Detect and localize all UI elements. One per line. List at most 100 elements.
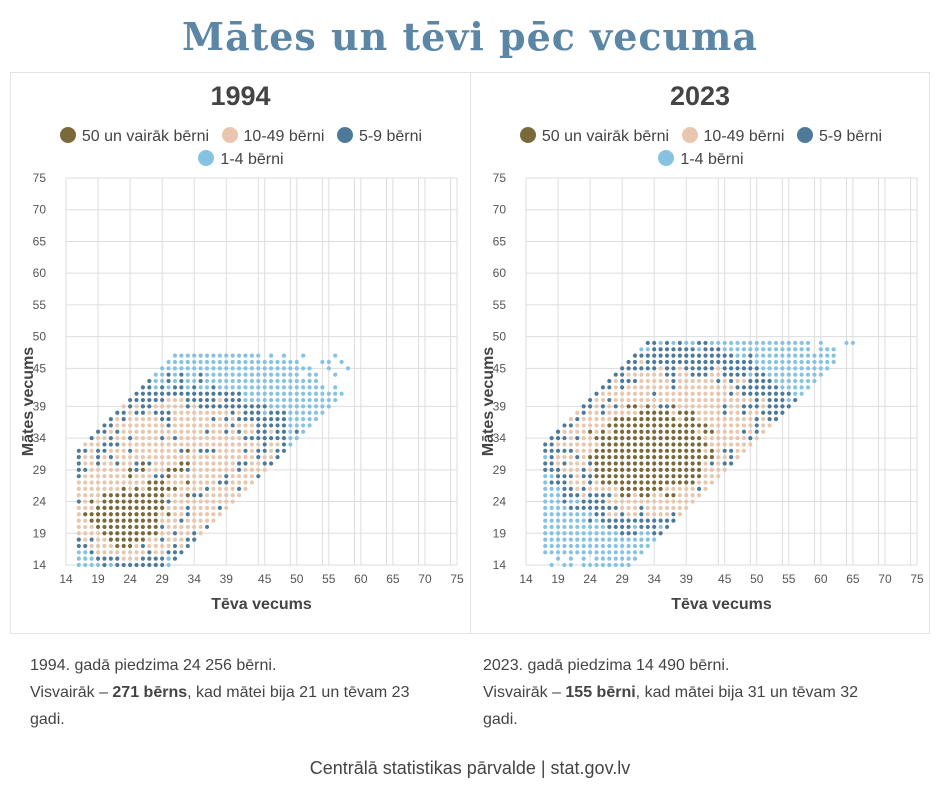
legend-label: 5-9 bērni <box>818 128 883 145</box>
data-point <box>230 416 235 422</box>
data-point <box>568 467 573 472</box>
data-point <box>543 550 548 555</box>
data-point <box>83 461 88 466</box>
data-point <box>664 512 670 517</box>
data-point <box>620 562 625 568</box>
data-point <box>786 385 791 390</box>
data-point <box>236 366 242 371</box>
data-point <box>568 429 573 434</box>
data-point <box>587 518 593 523</box>
data-point <box>224 429 229 434</box>
data-point <box>748 429 753 434</box>
data-point <box>102 537 107 542</box>
data-point <box>95 505 101 511</box>
data-point <box>179 416 184 422</box>
data-point <box>652 366 657 371</box>
data-point <box>224 474 229 479</box>
data-point <box>192 397 197 403</box>
data-point <box>153 562 158 568</box>
data-point <box>587 512 593 517</box>
data-point <box>95 543 101 549</box>
data-point <box>185 404 190 409</box>
data-point <box>600 416 606 422</box>
data-point <box>288 391 293 396</box>
data-point <box>594 486 599 491</box>
data-point <box>326 397 331 403</box>
data-point <box>269 404 274 409</box>
data-point <box>748 378 753 384</box>
data-point <box>115 461 120 466</box>
data-point <box>211 512 216 517</box>
data-point <box>581 461 586 466</box>
data-point <box>581 537 586 542</box>
data-point <box>249 366 254 371</box>
data-point <box>684 416 689 422</box>
legend-label: 50 un vairāk bērni <box>81 128 210 145</box>
data-point <box>652 436 657 441</box>
data-point <box>658 429 663 434</box>
data-point <box>780 410 785 415</box>
data-point <box>677 486 682 491</box>
data-point <box>696 423 702 428</box>
data-point <box>262 436 267 441</box>
data-point <box>639 353 644 358</box>
data-point <box>639 486 644 491</box>
data-point <box>626 550 631 555</box>
data-point <box>613 556 618 561</box>
data-point <box>761 372 766 377</box>
data-point <box>587 562 593 568</box>
data-point <box>95 448 101 453</box>
data-point <box>575 429 580 434</box>
data-point <box>696 359 702 365</box>
data-point <box>172 436 178 441</box>
data-point <box>147 378 152 384</box>
data-point <box>748 442 753 447</box>
data-point <box>729 347 734 352</box>
data-point <box>684 385 689 390</box>
data-point <box>140 429 146 434</box>
data-point <box>224 467 229 472</box>
data-point <box>696 436 702 441</box>
data-point <box>709 448 714 453</box>
data-point <box>594 423 599 428</box>
data-point <box>562 429 567 434</box>
data-point <box>269 423 274 428</box>
data-point <box>172 550 178 555</box>
data-point <box>166 486 171 491</box>
data-point <box>127 562 133 568</box>
legend-dot <box>658 150 675 166</box>
data-point <box>568 442 573 447</box>
data-point <box>147 531 152 536</box>
data-point <box>652 499 657 504</box>
data-point <box>754 429 759 434</box>
data-point <box>639 416 644 422</box>
data-point <box>121 436 126 441</box>
data-point <box>217 455 222 460</box>
legend-label: 1-4 bērni <box>680 151 744 168</box>
data-point <box>626 404 631 409</box>
data-point <box>613 391 618 396</box>
data-point <box>677 512 682 517</box>
data-point <box>76 505 81 511</box>
data-point <box>217 378 222 384</box>
data-point <box>626 385 631 390</box>
data-point <box>211 410 216 415</box>
data-point <box>172 505 178 511</box>
data-point <box>153 543 158 549</box>
data-point <box>658 448 663 453</box>
data-point <box>127 436 133 441</box>
data-point <box>677 423 682 428</box>
data-point <box>716 474 721 479</box>
data-point <box>166 461 171 466</box>
data-point <box>160 550 165 555</box>
data-point <box>262 455 267 460</box>
y-tick-label: 75 <box>493 171 507 185</box>
data-point <box>825 353 830 358</box>
data-point <box>179 423 184 428</box>
data-point <box>555 442 561 447</box>
data-point <box>748 436 753 441</box>
data-point <box>671 372 676 377</box>
data-point <box>275 385 280 390</box>
data-point <box>549 518 554 523</box>
data-point <box>121 512 126 517</box>
